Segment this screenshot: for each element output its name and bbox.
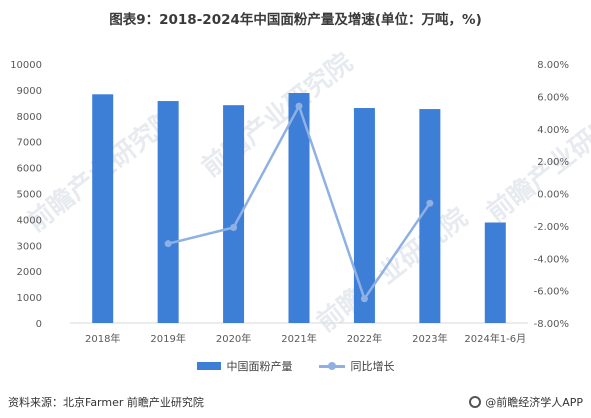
footer: 资料来源：北京Farmer 前瞻产业研究院 @前瞻经济学人APP <box>8 394 583 410</box>
y-left-tick-label: 1000 <box>17 293 42 304</box>
legend-item-growth: 同比增长 <box>318 358 395 374</box>
y-axis-left: 0 1000 2000 3000 4000 5000 6000 7000 8000 9000 100… <box>10 60 42 330</box>
brand-logo-icon <box>469 396 482 408</box>
legend-item-production: 中国面粉产量 <box>196 358 293 374</box>
y-right-tick-label: -2.00% <box>534 222 569 233</box>
y-right-tick-label: 2.00% <box>537 157 569 168</box>
y-left-tick-label: 0 <box>36 319 42 330</box>
y-left-tick-label: 7000 <box>17 138 42 149</box>
y-right-tick-label: -8.00% <box>534 319 569 330</box>
y-left-tick-label: 5000 <box>17 190 42 201</box>
growth-point <box>230 223 238 231</box>
legend-label: 同比增长 <box>350 360 395 373</box>
bar <box>419 109 441 323</box>
y-right-tick-label: 4.00% <box>537 125 569 136</box>
bar <box>223 105 245 323</box>
bar <box>353 108 375 323</box>
legend: 中国面粉产量 同比增长 <box>0 358 591 374</box>
y-right-tick-label: 6.00% <box>537 92 569 103</box>
chart-title: 图表9：2018-2024年中国面粉产量及增速(单位：万吨，%) <box>109 12 482 28</box>
legend-label: 中国面粉产量 <box>226 360 293 373</box>
y-right-tick-label: -4.00% <box>534 254 569 265</box>
x-tick-label: 2021年 <box>281 332 316 345</box>
y-left-tick-label: 8000 <box>17 112 42 123</box>
x-tick-label: 2024年1-6月 <box>464 332 526 345</box>
brand-label: @前瞻经济学人APP <box>485 396 583 409</box>
y-left-tick-label: 9000 <box>17 86 42 97</box>
growth-point <box>360 295 368 303</box>
x-tick-label: 2022年 <box>347 332 382 345</box>
x-tick-label: 2023年 <box>412 332 447 345</box>
growth-point <box>295 102 303 110</box>
x-tick-label: 2019年 <box>150 332 185 345</box>
growth-point <box>426 199 434 207</box>
x-tick-label: 2020年 <box>216 332 251 345</box>
growth-point <box>164 240 172 248</box>
legend-swatch-line <box>318 362 345 370</box>
bar-series <box>92 93 506 324</box>
y-right-tick-label: 0.00% <box>537 190 569 201</box>
line-series <box>164 102 434 303</box>
y-left-tick-label: 10000 <box>10 60 42 71</box>
y-left-tick-label: 2000 <box>17 267 42 278</box>
x-axis-ticks: 2018年 2019年 2020年 2021年 2022年 2023年 2024年1-6月 <box>85 332 526 345</box>
y-right-tick-label: 8.00% <box>537 60 569 71</box>
source-note: 资料来源：北京Farmer 前瞻产业研究院 <box>8 396 204 409</box>
y-left-tick-label: 6000 <box>17 164 42 175</box>
y-axis-right: -8.00% -6.00% -4.00% -2.00% 0.00% 2.00% 4.00% 6… <box>534 60 569 330</box>
bar <box>157 101 179 323</box>
y-left-tick-label: 3000 <box>17 241 42 252</box>
bar <box>484 222 506 323</box>
y-left-tick-label: 4000 <box>17 215 42 226</box>
x-tick-label: 2018年 <box>85 332 120 345</box>
legend-swatch-bar <box>196 362 221 370</box>
bar <box>288 93 310 324</box>
y-right-tick-label: -6.00% <box>534 287 569 298</box>
bar <box>92 94 114 323</box>
brand: @前瞻经济学人APP <box>469 394 583 410</box>
